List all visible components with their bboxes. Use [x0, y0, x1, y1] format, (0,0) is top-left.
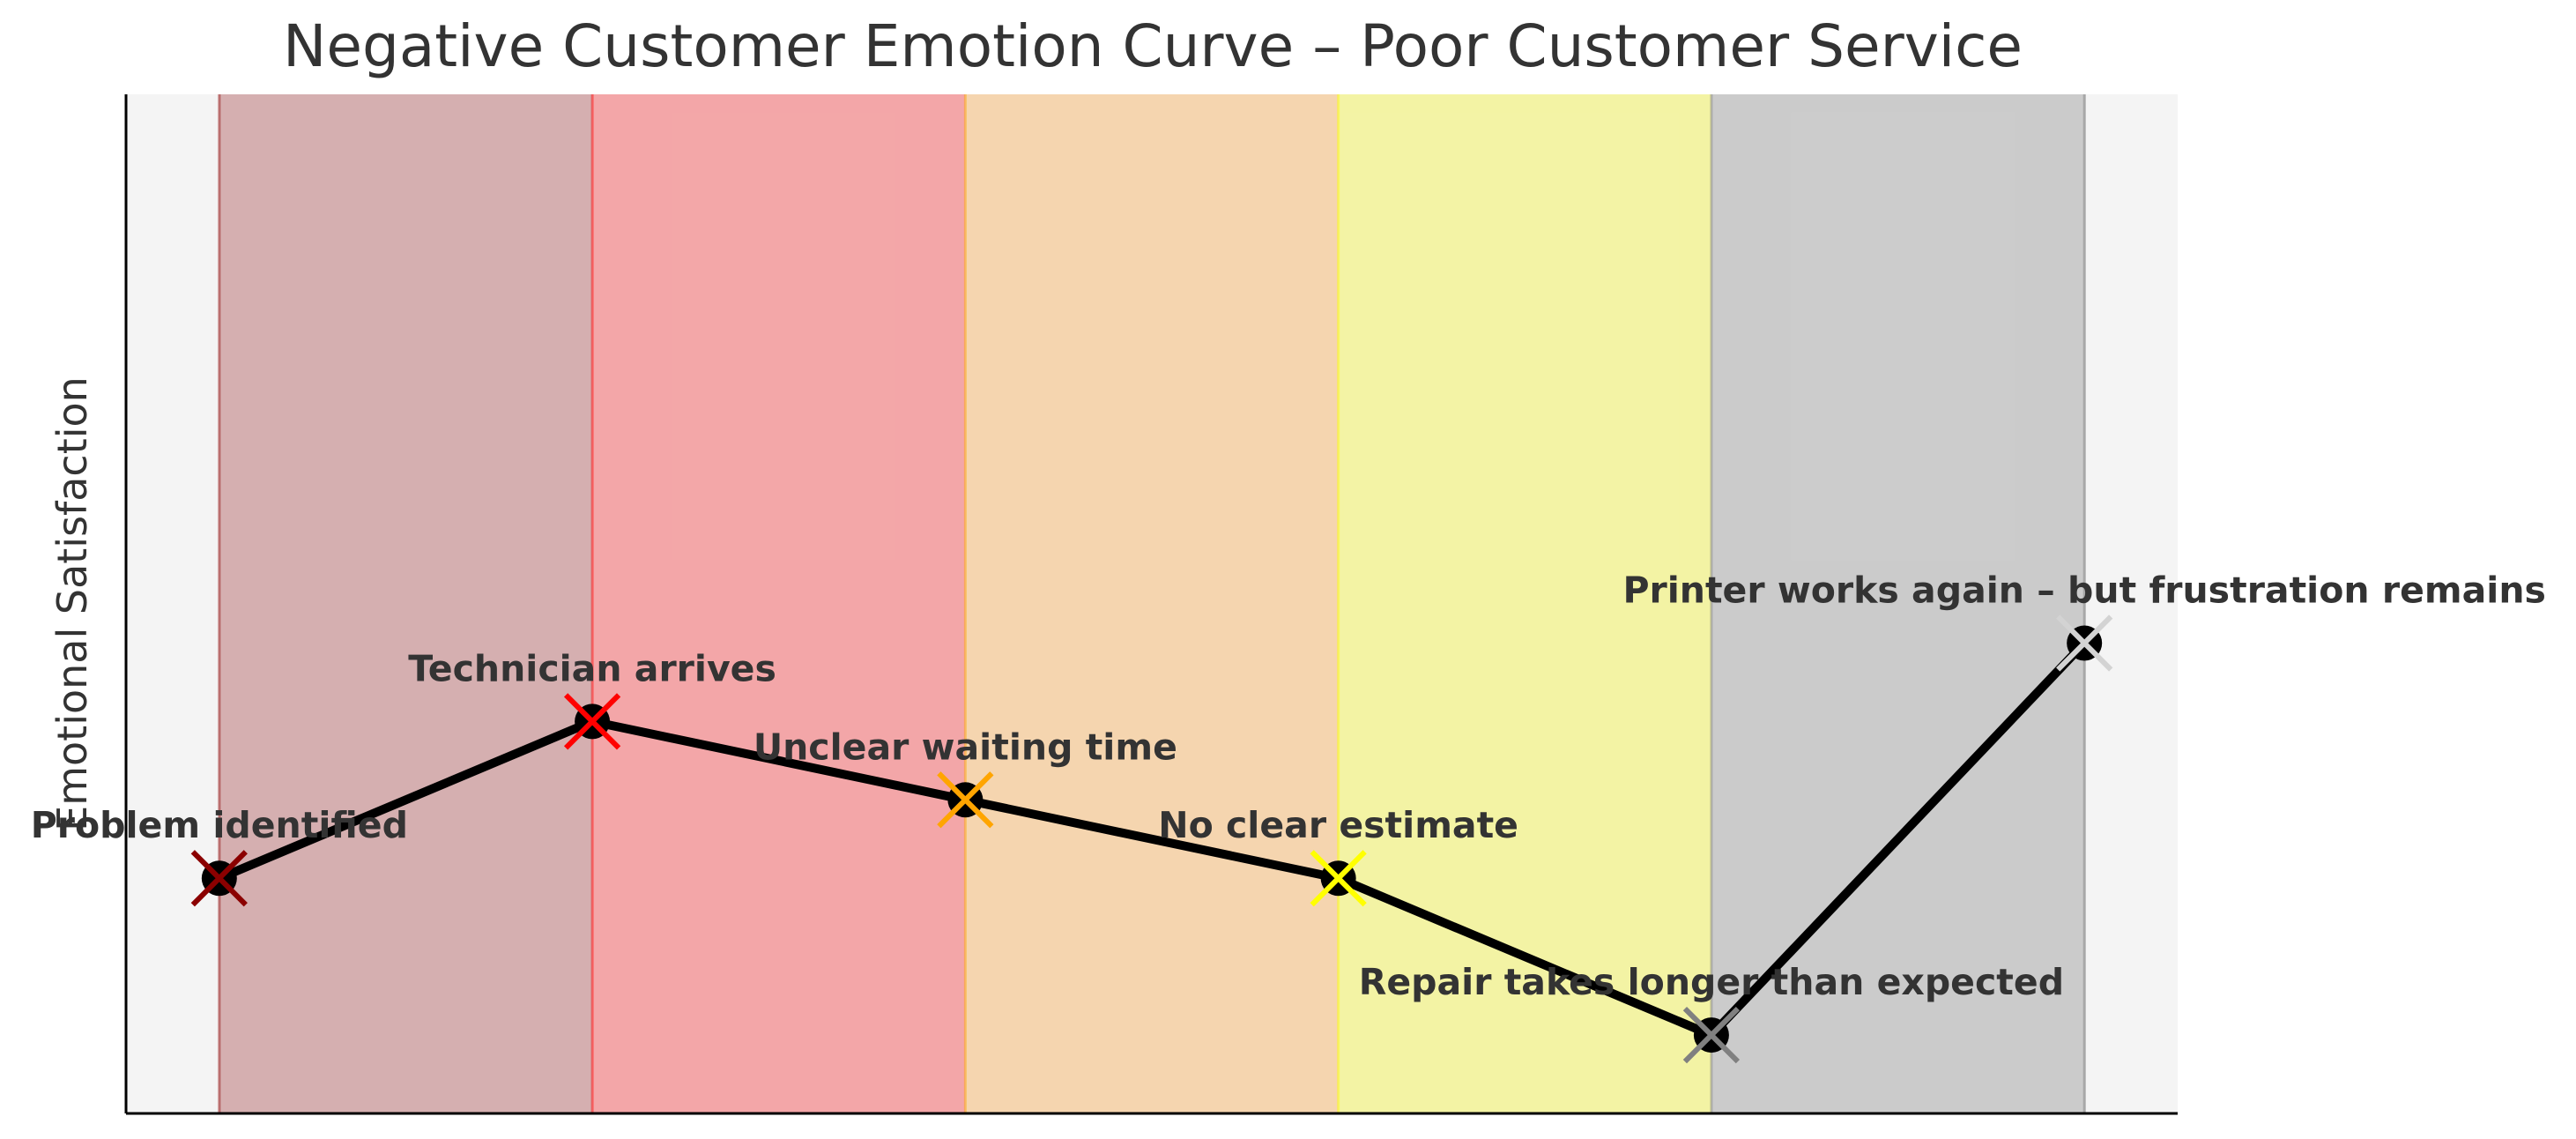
stage-band-5 [1711, 94, 2085, 1113]
point-markers [190, 614, 2113, 1064]
data-point-4 [1310, 850, 1367, 907]
stage-band-1 [219, 94, 593, 1113]
data-point-5 [1682, 1006, 1741, 1064]
point-cross-b [1310, 850, 1367, 907]
point-cross-b [2056, 614, 2113, 672]
chart-title: Negative Customer Emotion Curve – Poor C… [283, 12, 2023, 80]
point-labels: Problem identified Technician arrives Uncl… [31, 569, 2546, 1003]
stage-band-2 [592, 94, 966, 1113]
point-label-1: Problem identified [31, 804, 408, 846]
point-cross-b [1682, 1006, 1741, 1064]
axes [124, 94, 2178, 1115]
data-point-6 [2056, 614, 2113, 672]
point-label-3: Unclear waiting time [753, 726, 1177, 768]
stage-band-3 [965, 94, 1339, 1113]
stage-band-4 [1338, 94, 1711, 1113]
emotion-curve [214, 638, 2090, 1040]
data-point-3 [937, 771, 994, 829]
emotion-line [214, 638, 2090, 1040]
data-point-1 [190, 850, 248, 907]
point-label-2: Technician arrives [408, 647, 776, 689]
point-label-4: No clear estimate [1158, 804, 1518, 846]
y-axis-label: Emotional Satisfaction [48, 376, 96, 831]
point-label-5: Repair takes longer than expected [1359, 961, 2064, 1003]
point-cross-b [190, 850, 248, 907]
data-point-2 [563, 693, 621, 750]
point-label-6: Printer works again – but frustration re… [1622, 569, 2545, 611]
stage-bands [218, 94, 2086, 1113]
point-cross-b [563, 693, 621, 750]
point-cross-b [937, 771, 994, 829]
